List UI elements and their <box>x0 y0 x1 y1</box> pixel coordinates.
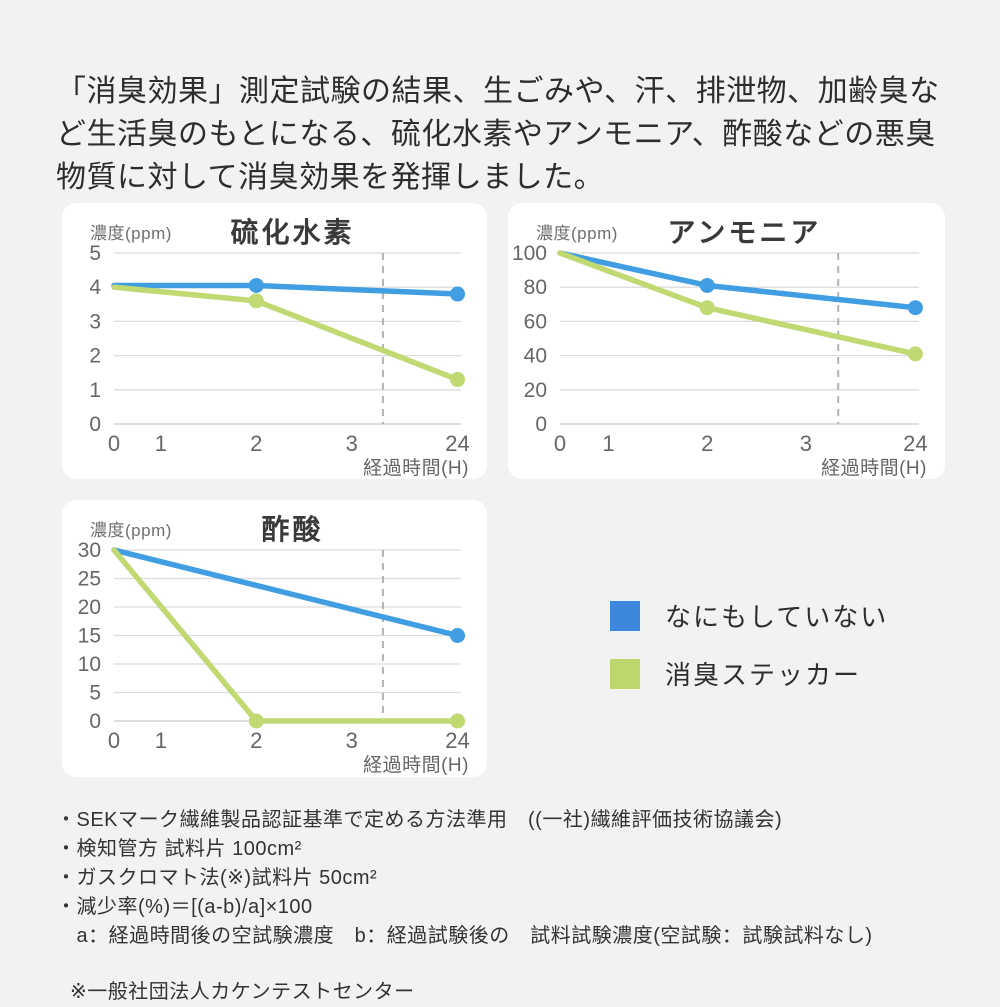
y-axis-label: 濃度(ppm) <box>90 521 172 540</box>
y-axis-label: 濃度(ppm) <box>90 224 172 243</box>
svg-text:40: 40 <box>524 345 547 368</box>
svg-text:2: 2 <box>701 431 713 456</box>
svg-text:1: 1 <box>155 728 167 753</box>
footnote-line: ・検知管方 試料片 100cm² <box>56 838 302 860</box>
svg-text:24: 24 <box>903 431 927 456</box>
svg-text:30: 30 <box>78 539 101 562</box>
svg-text:0: 0 <box>89 413 101 436</box>
svg-text:2: 2 <box>250 431 262 456</box>
svg-text:20: 20 <box>78 596 101 619</box>
svg-text:2: 2 <box>250 728 262 753</box>
footnote-source: ※一般社団法人カケンテストセンター <box>70 981 415 1003</box>
header-text: 「消臭効果」測定試験の結果、生ごみや、汗、排泄物、加齢臭など生活臭のもとになる、… <box>56 75 940 194</box>
svg-text:0: 0 <box>535 413 547 436</box>
svg-text:25: 25 <box>78 568 101 591</box>
svg-text:60: 60 <box>524 310 547 333</box>
chart-title: アンモニア <box>667 217 822 248</box>
chart-legend: なにもしていない 消臭ステッカー <box>610 597 888 713</box>
svg-text:5: 5 <box>89 242 101 265</box>
chart-card-hydrogen-sulfide: 0 1 2 3 4 5 0 1 2 3 24 濃度(ppm) 硫化水素 経過時間(H) <box>62 203 487 479</box>
svg-text:1: 1 <box>89 379 101 402</box>
chart-title: 酢酸 <box>261 514 324 545</box>
svg-text:0: 0 <box>89 710 101 733</box>
footnote-line: ・SEKマーク繊維製品認証基準で定める方法準用 ((一社)繊維評価技術協議会) <box>56 809 783 831</box>
legend-item-untreated: なにもしていない <box>610 597 888 634</box>
svg-text:20: 20 <box>524 379 547 402</box>
svg-text:10: 10 <box>78 653 101 676</box>
svg-text:5: 5 <box>89 682 101 705</box>
legend-label: 消臭ステッカー <box>665 660 862 690</box>
x-axis-label: 経過時間(H) <box>363 755 469 776</box>
svg-text:0: 0 <box>108 728 120 753</box>
chart-plot-hydrogen-sulfide: 0 1 2 3 4 5 0 1 2 3 24 <box>89 242 469 456</box>
legend-swatch-green <box>610 658 640 689</box>
svg-text:4: 4 <box>89 276 101 299</box>
svg-text:80: 80 <box>524 276 547 299</box>
svg-text:15: 15 <box>78 625 101 648</box>
svg-text:3: 3 <box>346 728 358 753</box>
footnotes: ・SEKマーク繊維製品認証基準で定める方法準用 ((一社)繊維評価技術協議会) … <box>56 806 966 1007</box>
svg-text:3: 3 <box>346 431 358 456</box>
svg-text:2: 2 <box>89 345 101 368</box>
footnote-line: ・ガスクロマト法(※)試料片 50cm² <box>56 867 378 889</box>
y-axis-label: 濃度(ppm) <box>536 224 618 243</box>
svg-text:0: 0 <box>108 431 120 456</box>
svg-text:24: 24 <box>445 431 469 456</box>
legend-label: なにもしていない <box>665 602 889 632</box>
legend-item-deodorizing-sticker: 消臭ステッカー <box>610 655 888 692</box>
footnote-line: a：経過時間後の空試験濃度 b：経過試験後の 試料試験濃度(空試験：試験試料なし… <box>56 925 873 947</box>
svg-text:3: 3 <box>800 431 812 456</box>
x-axis-label: 経過時間(H) <box>821 458 927 479</box>
svg-text:0: 0 <box>554 431 566 456</box>
chart-title: 硫化水素 <box>230 217 355 248</box>
chart-plot-ammonia: 0 20 40 60 80 100 0 1 2 3 24 <box>512 242 928 456</box>
footnote-line: ・減少率(%)＝[(a-b)/a]×100 <box>56 896 313 918</box>
svg-text:1: 1 <box>602 431 614 456</box>
svg-text:24: 24 <box>445 728 469 753</box>
svg-text:1: 1 <box>155 431 167 456</box>
legend-swatch-blue <box>610 600 640 631</box>
svg-text:3: 3 <box>89 310 101 333</box>
chart-card-acetic-acid: 0 5 10 15 20 25 30 0 1 2 3 24 濃度(ppm) 酢酸 経過時間(H) <box>62 500 487 777</box>
chart-card-ammonia: 0 20 40 60 80 100 0 1 2 3 24 濃度(ppm) アンモニア 経過時間(H) <box>508 203 945 479</box>
svg-text:100: 100 <box>512 242 547 265</box>
x-axis-label: 経過時間(H) <box>363 458 469 479</box>
